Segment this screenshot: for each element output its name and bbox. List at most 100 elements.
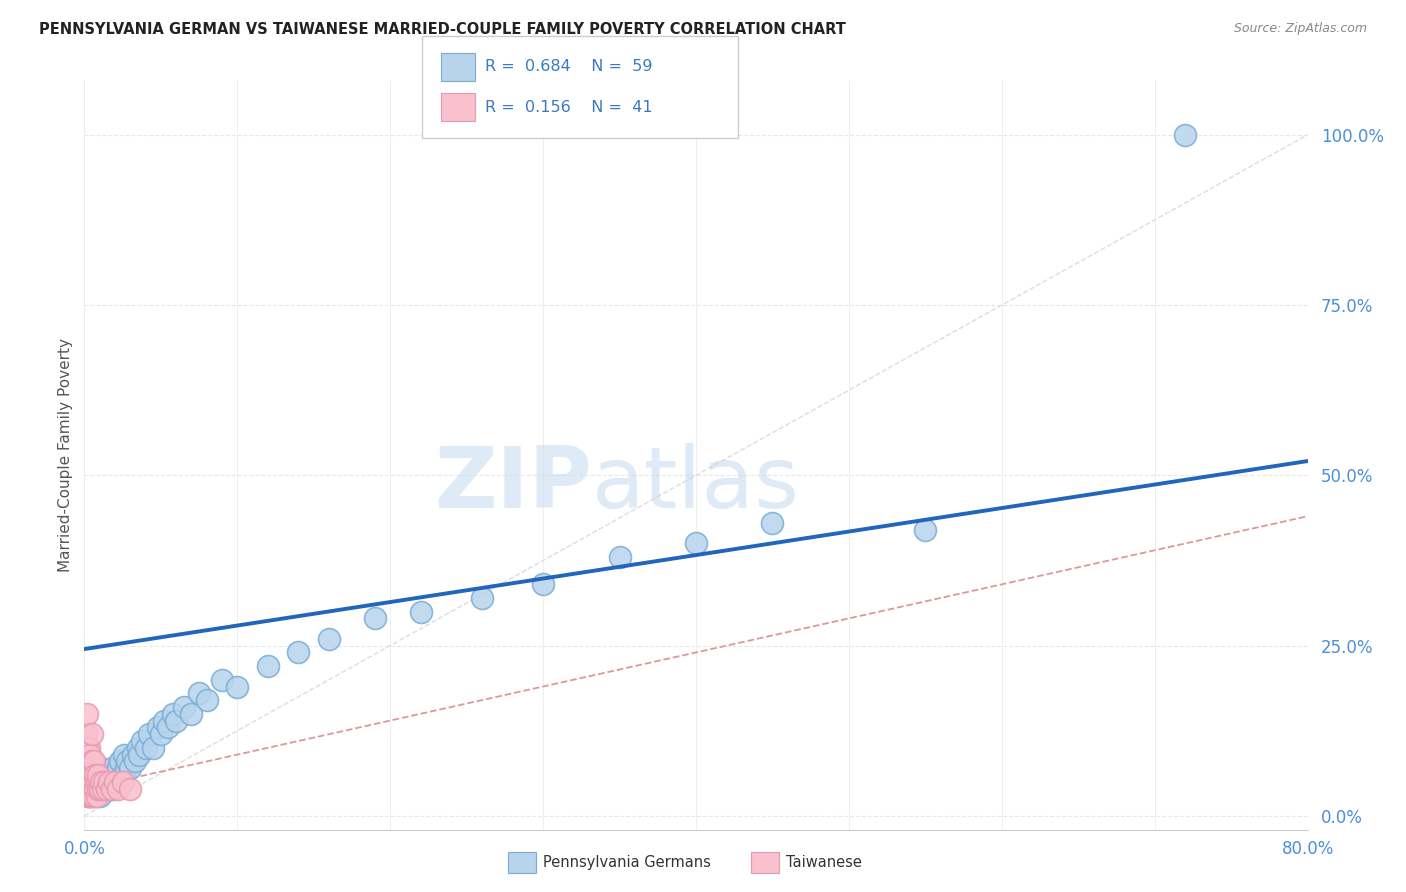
Point [101, 781, 124, 796]
Point [76, 755, 98, 769]
Point [107, 761, 129, 775]
Y-axis label: Married-Couple Family Poverty: Married-Couple Family Poverty [58, 338, 73, 572]
Point [211, 673, 233, 687]
Point [76, 789, 98, 803]
Point [89, 789, 111, 803]
Point [79, 789, 101, 803]
Point [103, 768, 125, 782]
Point [96, 781, 118, 796]
Point [83, 775, 105, 789]
Point [111, 775, 134, 789]
Text: ZIP: ZIP [434, 443, 592, 526]
Point [173, 700, 195, 714]
Point [153, 714, 176, 728]
Point [80, 775, 103, 789]
Point [75, 781, 97, 796]
Point [761, 516, 783, 530]
Point [127, 740, 149, 755]
Point [135, 740, 157, 755]
Point [111, 768, 134, 782]
Point [80, 775, 103, 789]
Point [89, 775, 111, 789]
Point [101, 761, 124, 775]
Point [108, 755, 131, 769]
Point [76, 775, 98, 789]
Point [94, 768, 117, 782]
Text: atlas: atlas [592, 443, 800, 526]
Point [89, 761, 111, 775]
Point [77, 775, 100, 789]
Point [80, 755, 103, 769]
Point [91, 781, 114, 796]
Point [79, 768, 101, 782]
Point [114, 761, 136, 775]
Point [124, 755, 146, 769]
Point [131, 734, 153, 748]
Point [90, 775, 112, 789]
Point [86, 789, 108, 803]
Point [115, 755, 138, 769]
Point [409, 605, 432, 619]
Point [128, 747, 150, 762]
Point [75, 761, 97, 775]
Point [107, 781, 129, 796]
Point [162, 706, 184, 721]
Point [120, 781, 142, 796]
Point [87, 781, 110, 796]
Point [93, 775, 115, 789]
Point [86, 775, 108, 789]
Point [120, 761, 142, 775]
Point [79, 789, 101, 803]
Point [77, 740, 100, 755]
Point [93, 775, 115, 789]
Point [146, 720, 169, 734]
Point [165, 714, 187, 728]
Point [142, 740, 165, 755]
Point [80, 781, 103, 796]
Point [96, 781, 118, 796]
Point [83, 755, 105, 769]
Text: PENNSYLVANIA GERMAN VS TAIWANESE MARRIED-COUPLE FAMILY POVERTY CORRELATION CHART: PENNSYLVANIA GERMAN VS TAIWANESE MARRIED… [39, 22, 846, 37]
Point [101, 781, 124, 796]
Point [80, 727, 103, 741]
Point [188, 686, 211, 700]
Point [609, 550, 631, 565]
Point [84, 781, 107, 796]
Point [364, 611, 387, 625]
Point [80, 789, 103, 803]
Point [84, 768, 107, 782]
Point [97, 768, 120, 782]
Point [87, 768, 110, 782]
Point [195, 693, 218, 707]
Point [122, 747, 145, 762]
Point [112, 747, 135, 762]
Point [83, 781, 105, 796]
Point [89, 781, 111, 796]
Point [80, 768, 103, 782]
Point [149, 727, 172, 741]
Point [76, 740, 98, 755]
Point [318, 632, 340, 646]
Point [77, 761, 100, 775]
Point [104, 775, 127, 789]
Point [84, 789, 107, 803]
Text: Pennsylvania Germans: Pennsylvania Germans [543, 855, 710, 870]
Text: R =  0.156    N =  41: R = 0.156 N = 41 [485, 100, 652, 114]
Text: R =  0.684    N =  59: R = 0.684 N = 59 [485, 60, 652, 74]
Point [86, 775, 108, 789]
Point [98, 775, 121, 789]
Point [1174, 128, 1197, 142]
Point [685, 536, 707, 550]
Point [77, 789, 100, 803]
Point [157, 720, 180, 734]
Point [257, 659, 280, 673]
Point [226, 680, 249, 694]
Point [97, 775, 120, 789]
Point [104, 775, 127, 789]
Point [138, 727, 160, 741]
Point [914, 523, 936, 537]
Point [87, 781, 110, 796]
Point [79, 747, 101, 762]
Text: Source: ZipAtlas.com: Source: ZipAtlas.com [1233, 22, 1367, 36]
Point [287, 645, 309, 659]
